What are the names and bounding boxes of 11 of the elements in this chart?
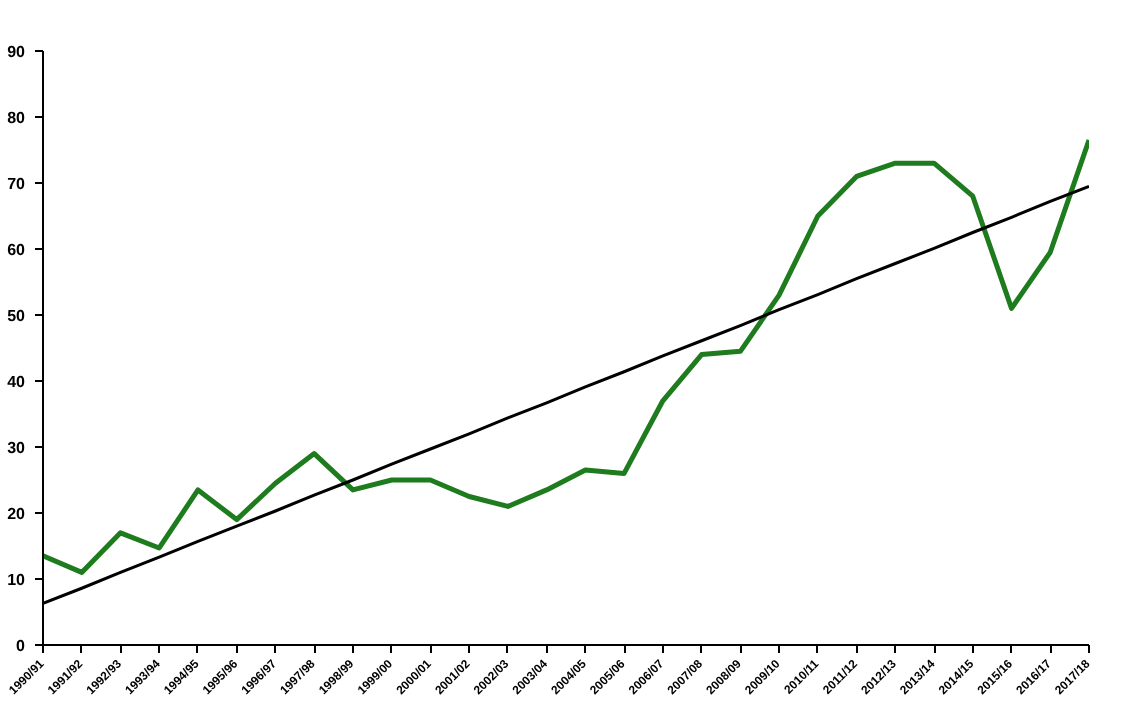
y-tick-label: 90 bbox=[7, 43, 27, 61]
line-series bbox=[43, 137, 1089, 575]
y-tick-label: 70 bbox=[7, 175, 27, 193]
y-tick-label: 10 bbox=[7, 571, 27, 589]
y-tick-label: 80 bbox=[7, 109, 27, 127]
y-tick-label: 40 bbox=[7, 373, 27, 391]
y-tick-label: 50 bbox=[7, 307, 27, 325]
y-tick-label: 30 bbox=[7, 439, 27, 457]
y-tick-label: 20 bbox=[7, 505, 27, 523]
y-tick-label: 60 bbox=[7, 241, 27, 259]
y-tick-label: 0 bbox=[16, 637, 27, 655]
